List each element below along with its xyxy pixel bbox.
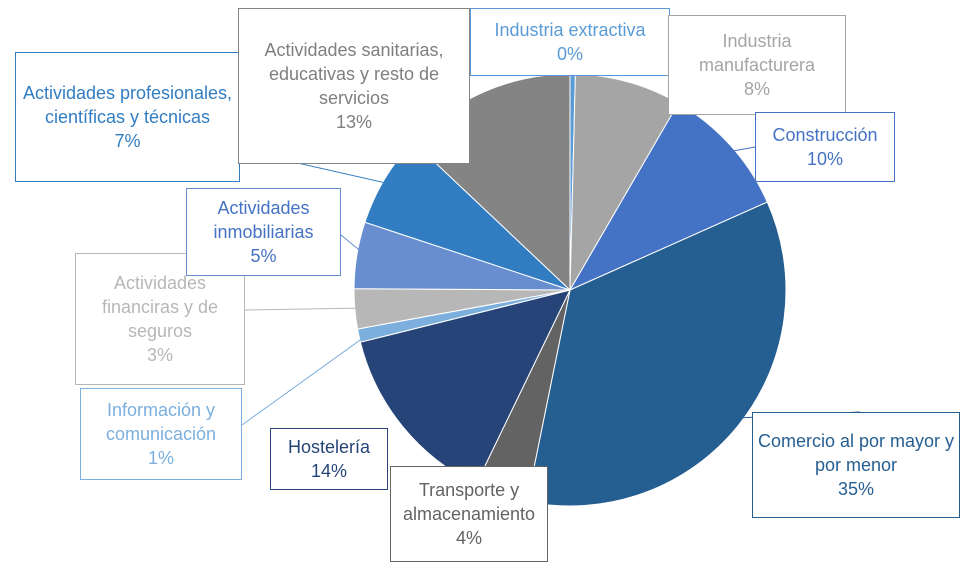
category-label: Información y comunicación — [105, 400, 217, 444]
value-label: 7% — [114, 131, 141, 151]
leader-line — [722, 146, 756, 154]
category-label: Hostelería — [287, 437, 371, 457]
category-label: Construcción — [772, 125, 878, 145]
category-label: Actividades inmobiliarias — [213, 198, 314, 242]
leader-line — [340, 234, 368, 258]
category-label: Industria extractiva — [494, 20, 646, 40]
value-label: 35% — [837, 479, 875, 499]
leader-line — [244, 307, 366, 311]
value-label: 4% — [455, 528, 482, 548]
category-label: Comercio al por mayor y por menor — [757, 431, 955, 475]
data-label: Industria extractiva 0% — [470, 8, 670, 76]
value-label: 14% — [310, 461, 348, 481]
category-label: Actividades financiras y de seguros — [101, 273, 219, 341]
data-label: Actividades sanitarias, educativas y res… — [238, 8, 470, 164]
data-label: Industria manufacturera 8% — [668, 15, 846, 115]
data-label: Comercio al por mayor y por menor 35% — [752, 412, 960, 518]
category-label: Actividades profesionales, científicas y… — [22, 83, 233, 127]
value-label: 0% — [556, 44, 583, 64]
category-label: Industria manufacturera — [698, 31, 816, 75]
pie-slice — [526, 201, 787, 507]
data-label: Información y comunicación 1% — [80, 388, 242, 480]
category-label: Transporte y almacenamiento — [402, 480, 536, 524]
value-label: 3% — [146, 345, 173, 365]
category-label: Actividades sanitarias, educativas y res… — [264, 40, 444, 108]
value-label: 8% — [743, 79, 770, 99]
value-label: 10% — [806, 149, 844, 169]
value-label: 5% — [250, 246, 277, 266]
value-label: 1% — [147, 448, 174, 468]
value-label: 13% — [335, 112, 373, 132]
data-label: Actividades inmobiliarias 5% — [186, 188, 341, 276]
data-label: Transporte y almacenamiento 4% — [390, 466, 548, 562]
data-label: Actividades profesionales, científicas y… — [15, 52, 240, 182]
data-label: Hostelería 14% — [270, 428, 388, 490]
leader-line — [241, 332, 370, 426]
data-label: Construcción 10% — [755, 112, 895, 182]
